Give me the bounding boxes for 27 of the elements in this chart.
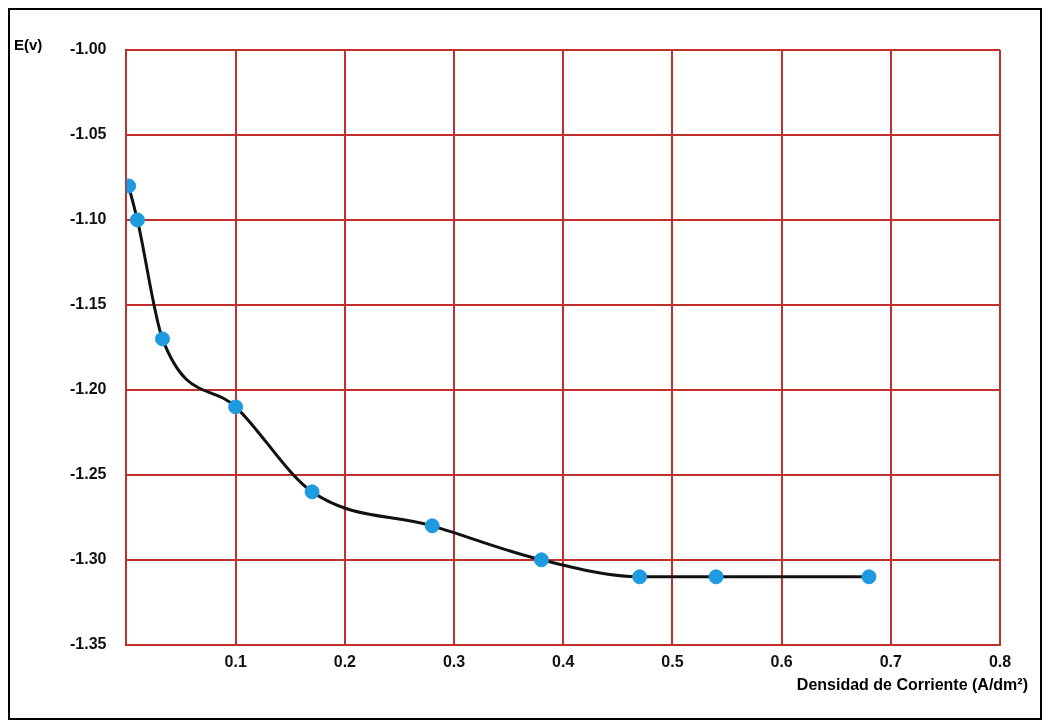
- x-tick-label: 0.8: [988, 652, 1012, 670]
- point: [861, 569, 877, 585]
- point: [304, 484, 320, 500]
- x-tick-label: 0.4: [552, 652, 575, 670]
- y-tick-label: -1.05: [70, 125, 107, 143]
- x-tick-label: 0.5: [661, 652, 684, 670]
- point: [708, 569, 724, 585]
- point: [129, 212, 145, 228]
- point: [632, 569, 648, 585]
- point: [155, 331, 170, 347]
- y-tick-label: -1.35: [70, 635, 107, 653]
- x-tick-label: 0.2: [333, 652, 357, 670]
- x-axis-title: Densidad de Corriente (A/dm²): [796, 676, 1028, 694]
- y-tick-label: -1.00: [70, 40, 107, 58]
- point: [533, 552, 549, 568]
- y-tick-label: -1.30: [70, 550, 107, 568]
- y-tick-label: -1.25: [70, 465, 107, 483]
- y-tick-label: -1.15: [70, 295, 107, 313]
- x-tick-label: 0.6: [770, 652, 793, 670]
- y-tick-label: -1.20: [70, 380, 107, 398]
- point: [228, 399, 244, 415]
- y-axis-title: E(v): [14, 36, 43, 53]
- x-tick-label: 0.7: [879, 652, 903, 670]
- x-tick-label: 0.3: [442, 652, 466, 670]
- point: [424, 518, 440, 534]
- y-tick-label: -1.10: [70, 210, 107, 228]
- x-tick-label: 0.1: [224, 652, 247, 670]
